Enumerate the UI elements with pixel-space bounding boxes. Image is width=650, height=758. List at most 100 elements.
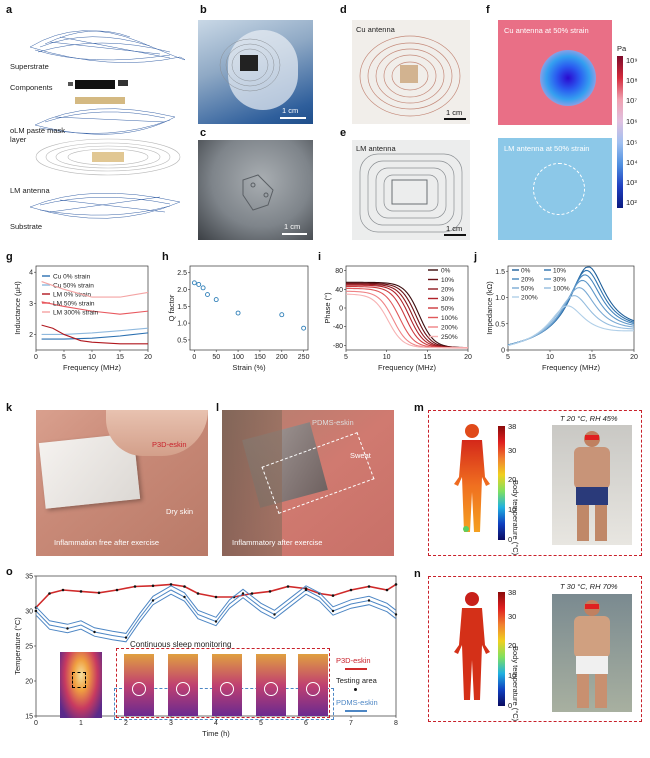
- note-inflammatory: Inflammatory after exercise: [232, 538, 323, 547]
- chart-inductance: 0 5 10 15 20 2 3 4 Frequency (MHz) Inductance (µH…: [13, 265, 152, 372]
- thermal-box-n: [428, 576, 642, 722]
- chart-impedance: 5 10 15 20 0 0.5 1.0 1.5 Frequency (MHz) Impedanc…: [485, 265, 638, 372]
- y-axis-label: Phase (°): [323, 292, 332, 324]
- x-tick-label: 15: [423, 354, 431, 361]
- colorbar-unit: Pa: [617, 44, 627, 53]
- panel-label-l: l: [216, 402, 220, 414]
- panel-label-f: f: [486, 4, 490, 16]
- legend-label-3: 30%: [553, 277, 566, 284]
- note-dry-skin: Dry skin: [166, 507, 194, 516]
- legend-label-4: 50%: [521, 286, 534, 293]
- pdms-line-1: [35, 593, 397, 643]
- x-tick-label: 0: [34, 720, 38, 727]
- x-axis-label: Strain (%): [232, 363, 266, 372]
- p3d-point-13: [250, 592, 254, 595]
- data-point-4: [213, 297, 219, 303]
- plot-frame: [507, 265, 635, 351]
- legend-pdms: PDMS-eskin: [336, 698, 378, 707]
- title-cu-strain: Cu antenna at 50% strain: [504, 26, 589, 35]
- m-tick-30: 30: [508, 446, 517, 455]
- annotation-sleep: Continuous sleep monitoring: [130, 640, 232, 649]
- layer-label-superstrate: Superstrate: [10, 62, 49, 71]
- data-point-6: [279, 312, 285, 318]
- y-axis-label: Q factor: [167, 294, 176, 321]
- legend-label-2: LM 0% strain: [53, 292, 91, 299]
- y-axis-label: Temperature (°C): [13, 617, 22, 675]
- thermal-inset-main: [60, 652, 102, 718]
- y-tick-label: 35: [25, 574, 33, 581]
- thermal-frame-4: [256, 654, 286, 716]
- n-tick-10: 10: [508, 671, 517, 680]
- layer-label-substrate: Substrate: [10, 222, 43, 231]
- sim-cu-strain: Cu antenna at 50% strain: [498, 20, 612, 125]
- pressure-colorbar: [617, 56, 623, 208]
- x-tick-label: 15: [588, 354, 596, 361]
- legend-testing: Testing area: [336, 676, 377, 685]
- thermal-box-m: [428, 410, 642, 556]
- y-tick-label: 3: [29, 301, 33, 308]
- pdms-point-14: [241, 592, 245, 595]
- panel-label-m: m: [414, 402, 424, 414]
- y-tick-label: 1.0: [495, 295, 505, 302]
- panel-label-o: o: [6, 566, 13, 578]
- pdms-point-4: [93, 630, 96, 634]
- note-inflammation-free: Inflammation free after exercise: [54, 538, 160, 547]
- photo-person-n: [552, 594, 632, 712]
- legend-label-7: 250%: [441, 334, 458, 341]
- legend-label-3: LM 50% strain: [53, 301, 95, 308]
- y-tick-label: 0.5: [495, 321, 505, 328]
- x-tick-label: 1: [79, 720, 83, 727]
- condition-n: T 30 °C, RH 70%: [560, 582, 618, 591]
- pdms-point-20: [331, 609, 335, 613]
- layer-label-components: Components: [10, 83, 53, 92]
- cbar-tick-2: 10⁷: [626, 96, 638, 105]
- p3d-point-19: [349, 588, 353, 592]
- y-axis-label: Impedance (kΩ): [485, 281, 494, 335]
- temp-colorbar-n: [498, 592, 505, 706]
- pdms-point-22: [367, 599, 371, 602]
- x-tick-label: 5: [259, 720, 263, 727]
- photo-wrist-device: 1 cm: [198, 20, 313, 124]
- cbar-tick-6: 10³: [626, 178, 637, 187]
- scale-b: 1 cm: [282, 106, 299, 115]
- scale-e: 1 cm: [446, 224, 463, 233]
- legend-label-4: 50%: [441, 306, 454, 313]
- p3d-point-21: [385, 588, 389, 592]
- scale-d: 1 cm: [446, 108, 463, 117]
- chart-q-factor: 0 50 100 150 200 250 0.5 1.0 1.5 2.0 2.5 Strain (%)…: [167, 265, 310, 372]
- plot-frame: [189, 265, 309, 351]
- x-tick-label: 8: [394, 720, 398, 727]
- x-tick-label: 10: [546, 354, 554, 361]
- pdms-point-0: [34, 609, 38, 613]
- p3d-point-8: [169, 583, 173, 586]
- x-tick-label: 2: [124, 720, 128, 727]
- y-tick-label: 80: [335, 268, 343, 275]
- chart-temperature-time: 0 1 2 3 4 5 6 7 8 15 20 25 30 35 Time (h) Temperature (…: [13, 574, 398, 739]
- pdms-point-2: [66, 627, 69, 630]
- thermal-frame-1: [124, 654, 154, 716]
- legend-label-2: 20%: [521, 277, 534, 284]
- p3d-point-6: [133, 585, 137, 588]
- thermal-body-n: [454, 592, 490, 700]
- x-axis-label: Frequency (MHz): [542, 363, 600, 372]
- cbar-tick-1: 10⁸: [626, 76, 638, 85]
- p3d-point-20: [367, 585, 371, 588]
- panel-label-d: d: [340, 4, 347, 16]
- data-point-2: [200, 285, 206, 291]
- n-tick-0: 0: [508, 701, 513, 710]
- p3d-point-1: [48, 592, 51, 595]
- x-tick-label: 10: [383, 354, 391, 361]
- x-tick-label: 10: [88, 354, 96, 361]
- tag-p3d-eskin: P3D-eskin: [152, 440, 187, 449]
- data-point-5: [235, 310, 241, 316]
- legend-testing-dot: [354, 688, 357, 691]
- panel-label-e: e: [340, 127, 347, 139]
- panel-label-k: k: [6, 402, 13, 414]
- legend-label-6: 200%: [521, 295, 538, 302]
- series-line-4: [41, 281, 149, 298]
- m-cbar-label: Body temperature (°C): [511, 480, 520, 556]
- photo-cu-antenna: Cu antenna 1 cm: [352, 20, 470, 124]
- x-tick-label: 4: [214, 720, 218, 727]
- x-tick-label: 200: [276, 354, 288, 361]
- chart-phase: 5 10 15 20 -80 -40 0 40 80 Frequency (MHz) Phase (…: [323, 265, 472, 372]
